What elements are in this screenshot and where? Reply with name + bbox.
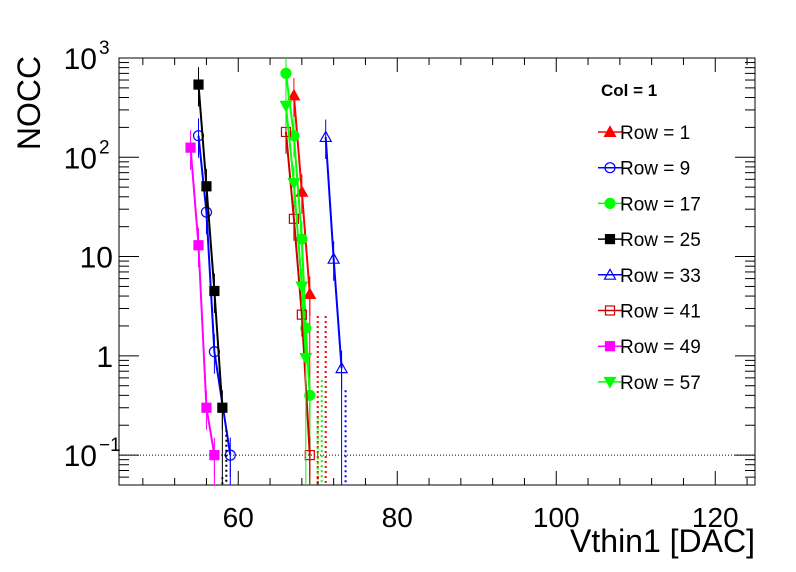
data-point <box>299 353 313 365</box>
legend-entry: Row = 57 <box>598 373 701 394</box>
series-layer <box>185 58 349 485</box>
data-point <box>287 178 301 190</box>
series-line <box>189 147 216 456</box>
legend-label: Row = 17 <box>620 194 701 215</box>
legend-entry: Row = 33 <box>598 266 701 287</box>
legend-marker <box>603 268 617 280</box>
data-point <box>201 181 212 192</box>
series-7 <box>185 130 220 485</box>
y-tick-base: 10 <box>80 242 113 275</box>
y-tick-base: 10 <box>64 43 97 76</box>
series-5 <box>319 119 349 485</box>
y-tick-label: 10 <box>80 242 113 275</box>
series-4 <box>193 67 228 485</box>
data-point <box>201 402 212 413</box>
x-tick-label: 100 <box>533 502 580 533</box>
legend-marker <box>603 376 617 389</box>
data-point <box>304 450 315 461</box>
y-tick-label: 10 2 <box>64 137 110 175</box>
y-tick-label: 10 3 <box>64 38 110 76</box>
data-point <box>295 281 309 294</box>
data-point <box>327 252 341 264</box>
series-3 <box>280 58 319 485</box>
data-point <box>224 449 236 461</box>
y-tick-exponent: −1 <box>99 435 121 456</box>
legend-title: Col = 1 <box>601 81 657 100</box>
data-point <box>217 402 228 413</box>
legend-entry: Row = 41 <box>598 302 701 323</box>
legend-label: Row = 41 <box>620 302 701 323</box>
x-axis-label: Vthin1 [DAC] <box>570 523 755 559</box>
legend-entry: Row = 9 <box>598 159 690 180</box>
legend-marker <box>603 125 617 137</box>
data-point <box>193 79 204 90</box>
data-point <box>280 67 292 79</box>
legend-entry: Row = 25 <box>598 230 701 251</box>
data-point <box>288 213 299 224</box>
legend-marker <box>604 197 616 209</box>
y-tick-base: 10 <box>64 142 97 175</box>
data-point <box>185 142 196 153</box>
legend-marker <box>604 234 616 245</box>
data-point <box>209 285 220 297</box>
legend-entry: Row = 1 <box>598 123 690 144</box>
legend-entry: Row = 49 <box>598 337 701 358</box>
legend-marker <box>604 341 616 352</box>
data-point <box>303 287 317 299</box>
data-point <box>319 130 333 143</box>
data-point <box>296 309 307 320</box>
y-tick-label: 10 −1 <box>64 435 121 473</box>
y-tick-base: 1 <box>96 341 113 374</box>
legend-entry: Row = 17 <box>598 194 701 215</box>
legend-marker <box>604 305 616 316</box>
legend-label: Row = 9 <box>620 159 690 180</box>
data-point <box>335 361 349 374</box>
y-tick-exponent: 3 <box>99 38 110 59</box>
x-tick-label: 80 <box>382 502 413 533</box>
legend-label: Row = 33 <box>620 266 701 287</box>
legend-label: Row = 57 <box>620 373 701 394</box>
y-tick-label: 1 <box>96 341 113 374</box>
series-8 <box>279 88 323 485</box>
data-point <box>287 88 301 101</box>
series-line <box>197 84 224 408</box>
y-tick-exponent: 2 <box>99 137 110 158</box>
legend-marker <box>604 162 616 174</box>
data-point <box>193 240 204 251</box>
y-axis-label: NOCC <box>11 56 47 150</box>
data-point <box>209 450 220 461</box>
x-tick-label: 60 <box>223 502 254 533</box>
data-point <box>279 100 293 113</box>
y-tick-base: 10 <box>64 440 97 473</box>
legend-label: Row = 1 <box>620 123 690 144</box>
data-point <box>192 130 205 142</box>
legend-label: Row = 25 <box>620 230 701 251</box>
legend-label: Row = 49 <box>620 337 701 358</box>
x-tick-label: 120 <box>692 502 739 533</box>
legend: Col = 1 Row = 1 Row = 9 Row = 17 Row = 25 Row… <box>598 81 701 394</box>
series-line <box>284 105 307 359</box>
